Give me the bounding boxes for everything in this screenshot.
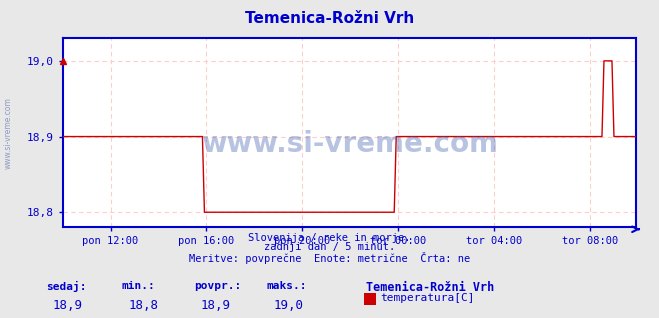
Text: maks.:: maks.: <box>267 281 307 291</box>
Text: www.si-vreme.com: www.si-vreme.com <box>201 130 498 158</box>
Text: min.:: min.: <box>122 281 156 291</box>
Text: Slovenija / reke in morje.: Slovenija / reke in morje. <box>248 233 411 243</box>
Text: temperatura[C]: temperatura[C] <box>380 293 474 303</box>
Text: www.si-vreme.com: www.si-vreme.com <box>4 98 13 169</box>
Text: Temenica-Rožni Vrh: Temenica-Rožni Vrh <box>366 281 494 294</box>
Text: Temenica-Rožni Vrh: Temenica-Rožni Vrh <box>245 11 414 26</box>
Text: povpr.:: povpr.: <box>194 281 242 291</box>
Text: zadnji dan / 5 minut.: zadnji dan / 5 minut. <box>264 242 395 252</box>
Text: 19,0: 19,0 <box>273 299 304 312</box>
Text: Meritve: povprečne  Enote: metrične  Črta: ne: Meritve: povprečne Enote: metrične Črta:… <box>189 252 470 264</box>
Text: sedaj:: sedaj: <box>46 281 86 293</box>
Text: 18,9: 18,9 <box>201 299 231 312</box>
Text: 18,8: 18,8 <box>129 299 159 312</box>
Text: 18,9: 18,9 <box>53 299 83 312</box>
